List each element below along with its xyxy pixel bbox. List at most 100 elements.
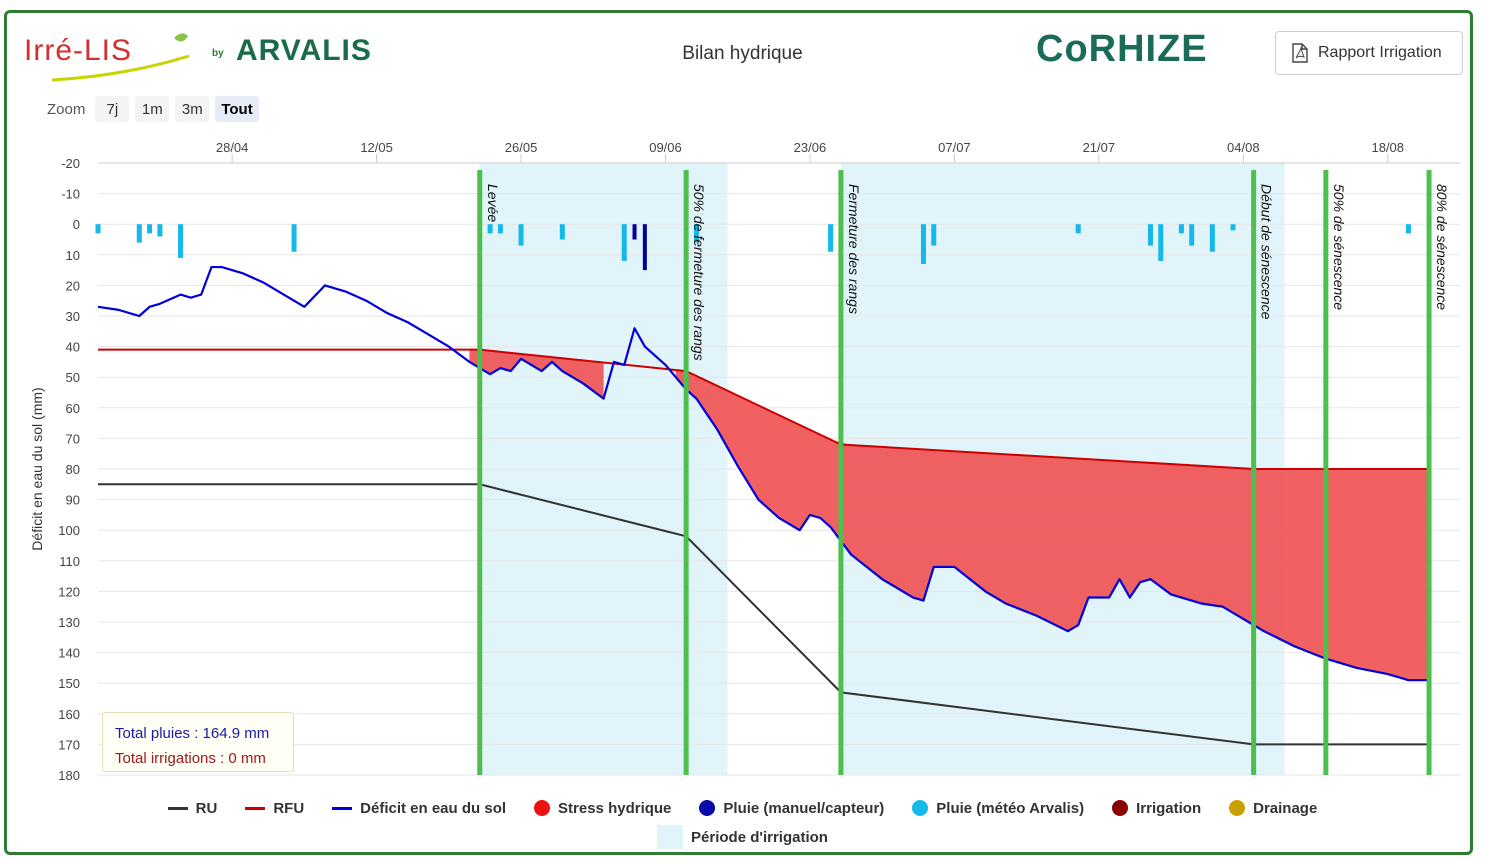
rain-meteo-bar [518,224,524,246]
series-lines-layer [97,265,1430,746]
deficit-line [97,265,1430,682]
rain-meteo-bar [1147,224,1153,246]
rain-meteo-bar [178,224,184,258]
legend-item-rain-manual[interactable]: Pluie (manuel/capteur) [699,800,884,817]
rain-meteo-bar [920,224,926,264]
rain-meteo-bar [693,224,699,243]
rapport-irrigation-button[interactable]: Rapport Irrigation [1275,31,1463,75]
axes-layer: -20 -10 0 10 20 30 40 50 60 70 80 90 100 110 120 130 140… [29,140,1460,783]
rain-meteo-bar [136,224,142,243]
y-tick-label: 80 [66,462,80,477]
rfu-line [98,348,1430,470]
legend-item-period[interactable]: Période d'irrigation [657,825,828,849]
zoom-label: Zoom [47,100,86,118]
stage-label-2: Fermeture des rangs [846,184,862,314]
chart-title: Bilan hydrique [682,43,803,64]
rain-meteo-bar [147,224,153,234]
rain-meteo-bar [291,224,297,252]
x-tick-label: 26/05 [505,140,538,155]
legend-drainage-label: Drainage [1253,799,1318,817]
y-tick-label: 70 [66,431,80,446]
legend-rfu-label: RFU [273,799,305,817]
legend-item-drainage[interactable]: Drainage [1229,800,1317,817]
legend-period-label: Période d'irrigation [691,828,828,846]
rain-meteo-bar [95,224,101,234]
rain-meteo-bar [621,224,627,261]
legend-period-swatch [657,825,684,849]
rain-meteo-bar [559,224,565,240]
x-tick-label: 09/06 [649,140,682,155]
x-tick-label: 18/08 [1371,140,1404,155]
legend-item-rain-meteo[interactable]: Pluie (météo Arvalis) [912,800,1084,817]
irre-lis-swoosh-icon [51,33,190,82]
rain-meteo-bar [1405,224,1411,234]
y-tick-label: 110 [59,554,80,569]
stress-area [469,349,604,399]
irre-lis-logo: Irré-LIS [24,30,194,86]
legend-item-irrigation[interactable]: Irrigation [1112,800,1201,817]
rain-meteo-bar [1230,224,1236,231]
x-tick-label: 07/07 [938,140,971,155]
x-tick-label: 12/05 [360,140,393,155]
y-axis-title: Déficit en eau du sol (mm) [29,387,45,550]
legend-irrigation-label: Irrigation [1136,799,1202,817]
rain-bars-layer [95,224,1411,271]
irre-lis-logo-text: Irré-LIS [24,34,133,67]
legend-stress-dot [534,800,551,816]
rain-meteo-bar [1189,224,1195,246]
y-tick-label: 150 [58,676,80,691]
totals-box: Total pluies : 164.9 mm Total irrigation… [102,712,294,772]
rain-meteo-bar [1075,224,1081,234]
rain-meteo-bar [1178,224,1184,234]
zoom-7j-button[interactable]: 7j [95,96,130,122]
y-tick-label: 120 [58,584,80,599]
y-tick-label: 140 [58,646,80,661]
y-tick-label: 60 [66,401,80,416]
stage-label-3: Début de sénescence [1259,184,1275,320]
y-tick-label: -20 [61,156,80,171]
ru-line [98,483,1430,746]
total-irrigation-text: Total irrigations : 0 mm [115,750,266,767]
zoom-tout-button[interactable]: Tout [215,96,259,122]
rain-meteo-bar [1158,224,1164,261]
legend-rain-manual-label: Pluie (manuel/capteur) [723,799,885,817]
y-tick-label: 130 [58,615,80,630]
legend-rain-meteo-label: Pluie (météo Arvalis) [936,799,1085,817]
legend-stress-label: Stress hydrique [558,799,672,817]
legend-rain-meteo-dot [912,800,929,816]
rain-meteo-bar [497,224,503,234]
legend-rain-manual-dot [699,800,716,816]
y-tick-label: 160 [58,707,80,722]
y-tick-label: 170 [58,737,80,752]
stage-label-0: Levée [485,184,501,222]
rain-manual-bar [632,224,637,240]
y-tick-label: 180 [58,768,80,783]
zoom-1m-button[interactable]: 1m [135,96,170,122]
y-tick-label: 30 [66,309,80,324]
legend-irrigation-dot [1112,800,1129,816]
rapport-irrigation-label: Rapport Irrigation [1318,44,1442,61]
y-tick-label: -10 [61,187,80,202]
x-tick-label: 04/08 [1227,140,1260,155]
legend-item-ru[interactable]: RU [167,799,218,817]
y-tick-label: 0 [73,217,80,232]
legend-item-stress[interactable]: Stress hydrique [534,800,671,817]
stage-label-5: 80% de sénescence [1434,184,1450,310]
legend-ru-label: RU [195,799,218,817]
x-tick-label: 28/04 [216,140,249,155]
legend-item-deficit[interactable]: Déficit en eau du sol [332,800,506,817]
total-rain-text: Total pluies : 164.9 mm [115,725,270,742]
legend-item-rfu[interactable]: RFU [245,800,304,817]
legend-deficit-label: Déficit en eau du sol [360,799,507,817]
pdf-file-icon [1292,43,1308,63]
rain-meteo-bar [157,224,163,237]
zoom-3m-button[interactable]: 3m [175,96,210,122]
legend-ru-line [167,806,188,810]
rain-meteo-bar [487,224,493,234]
stress-area-layer [469,349,1430,681]
stage-lines-layer: Levée 50% de fermeture des rangs Fermeture… [477,170,1450,775]
stage-label-4: 50% de sénescence [1331,184,1347,310]
legend-deficit-line [332,806,353,810]
y-tick-label: 100 [58,523,80,538]
